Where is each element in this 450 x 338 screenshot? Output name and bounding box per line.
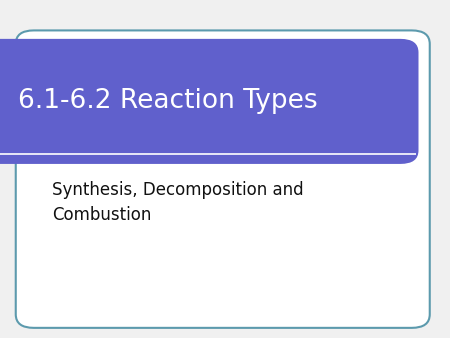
FancyBboxPatch shape [16,30,430,328]
Text: 6.1-6.2 Reaction Types: 6.1-6.2 Reaction Types [18,89,318,114]
FancyBboxPatch shape [0,39,418,164]
Text: Synthesis, Decomposition and
Combustion: Synthesis, Decomposition and Combustion [52,181,303,224]
